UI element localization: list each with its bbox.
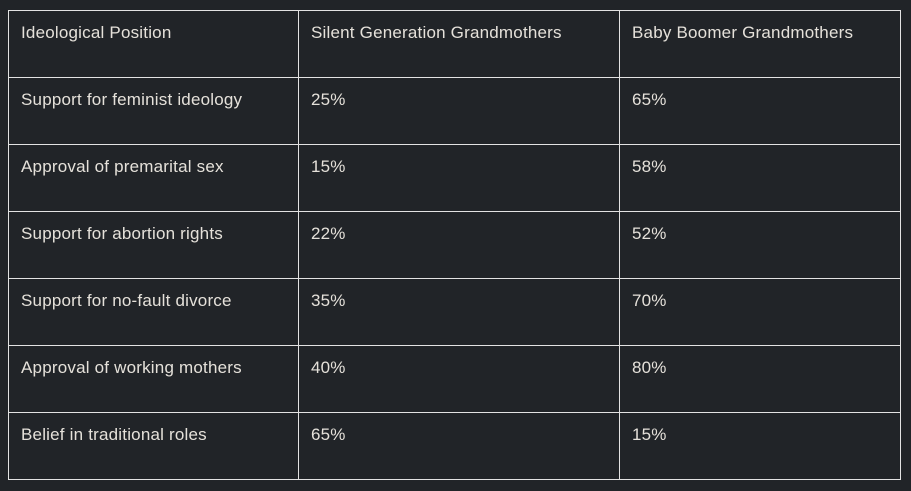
- value-cell: 15%: [298, 144, 620, 212]
- row-label-cell: Support for abortion rights: [8, 211, 299, 279]
- row-label-cell: Belief in traditional roles: [8, 412, 299, 480]
- row-label-cell: Approval of working mothers: [8, 345, 299, 413]
- value-cell: 35%: [298, 278, 620, 346]
- table-row: Approval of premarital sex 15% 58%: [8, 144, 901, 212]
- value-cell: 65%: [298, 412, 620, 480]
- row-label-cell: Support for no-fault divorce: [8, 278, 299, 346]
- value-cell: 70%: [619, 278, 901, 346]
- table-row: Belief in traditional roles 65% 15%: [8, 412, 901, 480]
- table-row: Support for no-fault divorce 35% 70%: [8, 278, 901, 346]
- table-row: Approval of working mothers 40% 80%: [8, 345, 901, 413]
- value-cell: 52%: [619, 211, 901, 279]
- row-label-cell: Support for feminist ideology: [8, 77, 299, 145]
- value-cell: 25%: [298, 77, 620, 145]
- ideology-comparison-table: Ideological Position Silent Generation G…: [8, 10, 901, 480]
- table-row: Support for feminist ideology 25% 65%: [8, 77, 901, 145]
- value-cell: 40%: [298, 345, 620, 413]
- value-cell: 65%: [619, 77, 901, 145]
- value-cell: 15%: [619, 412, 901, 480]
- header-row: Ideological Position Silent Generation G…: [8, 10, 901, 78]
- column-header-silent-generation: Silent Generation Grandmothers: [298, 10, 620, 78]
- column-header-ideological-position: Ideological Position: [8, 10, 299, 78]
- column-header-baby-boomer: Baby Boomer Grandmothers: [619, 10, 901, 78]
- row-label-cell: Approval of premarital sex: [8, 144, 299, 212]
- value-cell: 58%: [619, 144, 901, 212]
- value-cell: 22%: [298, 211, 620, 279]
- table-row: Support for abortion rights 22% 52%: [8, 211, 901, 279]
- value-cell: 80%: [619, 345, 901, 413]
